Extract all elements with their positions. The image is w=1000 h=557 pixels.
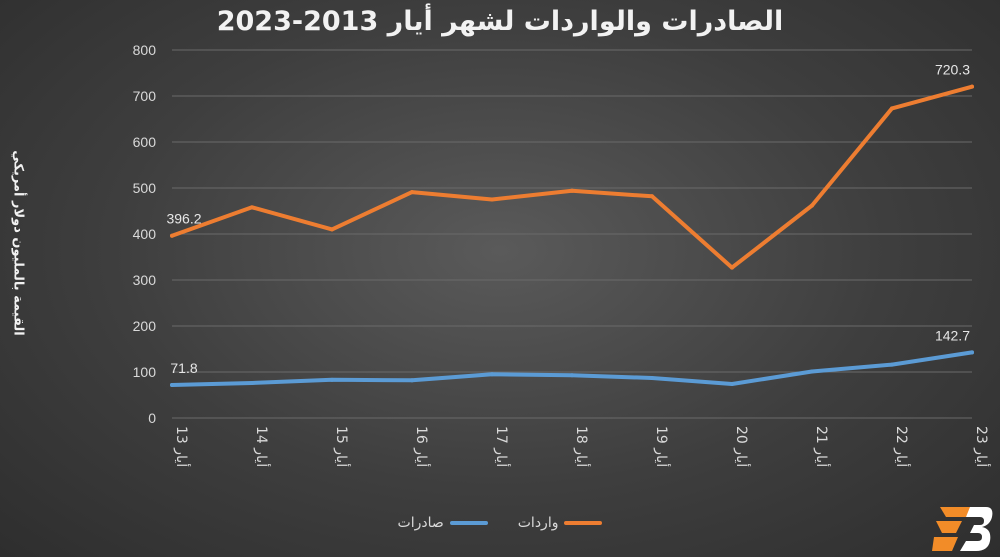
y-tick-label: 200 <box>133 318 157 334</box>
data-point <box>570 188 574 193</box>
data-label: 396.2 <box>166 211 201 227</box>
y-tick-label: 400 <box>133 226 157 242</box>
y-tick-label: 500 <box>133 180 157 196</box>
legend-item-exports: صادرات <box>398 515 488 531</box>
chart-title: الصادرات والواردات لشهر أيار 2013-2023 <box>216 6 784 37</box>
y-tick-label: 600 <box>133 134 157 150</box>
x-tick-label: أيار 15 <box>333 426 351 467</box>
x-tick-label: أيار 13 <box>173 426 191 467</box>
data-point <box>330 227 334 232</box>
logo-icon <box>932 507 993 551</box>
series-line-0 <box>170 84 974 270</box>
legend-label-imports: واردات <box>517 515 559 531</box>
data-point <box>410 190 414 195</box>
x-tick-label: أيار 23 <box>973 426 991 467</box>
data-point <box>730 265 734 270</box>
data-point <box>490 372 494 377</box>
x-tick-label: أيار 14 <box>253 426 271 467</box>
legend-swatch-imports <box>564 521 603 525</box>
data-point <box>890 106 894 111</box>
data-point <box>970 84 974 89</box>
data-point <box>250 381 254 386</box>
x-tick-label: أيار 18 <box>573 426 591 467</box>
data-point <box>730 381 734 386</box>
x-axis-ticks: أيار 13 أيار 14 أيار 15 أيار 16 أيار 17 أيار … <box>173 426 991 467</box>
data-point <box>170 382 174 387</box>
y-tick-label: 700 <box>133 88 157 104</box>
data-point <box>810 369 814 374</box>
legend-swatch-exports <box>449 521 488 525</box>
legend: واردات صادرات <box>0 515 1000 531</box>
series-lines <box>170 84 974 387</box>
y-tick-label: 300 <box>133 272 157 288</box>
data-point <box>570 373 574 378</box>
data-point <box>970 350 974 355</box>
x-tick-label: أيار 21 <box>813 426 831 467</box>
x-tick-label: أيار 17 <box>493 426 511 467</box>
series-line-1 <box>170 350 974 387</box>
gridlines <box>172 49 972 419</box>
x-tick-label: أيار 16 <box>413 426 431 467</box>
data-labels: 396.2 720.3 71.8 142.7 <box>166 62 970 376</box>
legend-label-exports: صادرات <box>397 515 444 531</box>
data-point <box>650 375 654 380</box>
data-point <box>330 377 334 382</box>
data-label: 71.8 <box>170 360 197 376</box>
x-tick-label: أيار 19 <box>653 426 671 467</box>
data-label: 720.3 <box>935 62 970 78</box>
data-label: 142.7 <box>935 327 970 343</box>
y-tick-label: 0 <box>148 410 156 426</box>
data-point <box>250 205 254 210</box>
legend-item-imports: واردات <box>518 515 603 531</box>
y-axis-ticks: 0 100 200 300 400 500 600 700 800 <box>133 42 157 426</box>
data-point <box>650 194 654 199</box>
data-point <box>890 362 894 367</box>
x-tick-label: أيار 20 <box>733 426 751 467</box>
data-point <box>170 233 174 238</box>
y-tick-label: 100 <box>133 364 157 380</box>
y-tick-label: 800 <box>133 42 157 58</box>
data-point <box>490 197 494 202</box>
data-point <box>410 378 414 383</box>
x-tick-label: أيار 22 <box>893 426 911 467</box>
data-point <box>810 203 814 208</box>
